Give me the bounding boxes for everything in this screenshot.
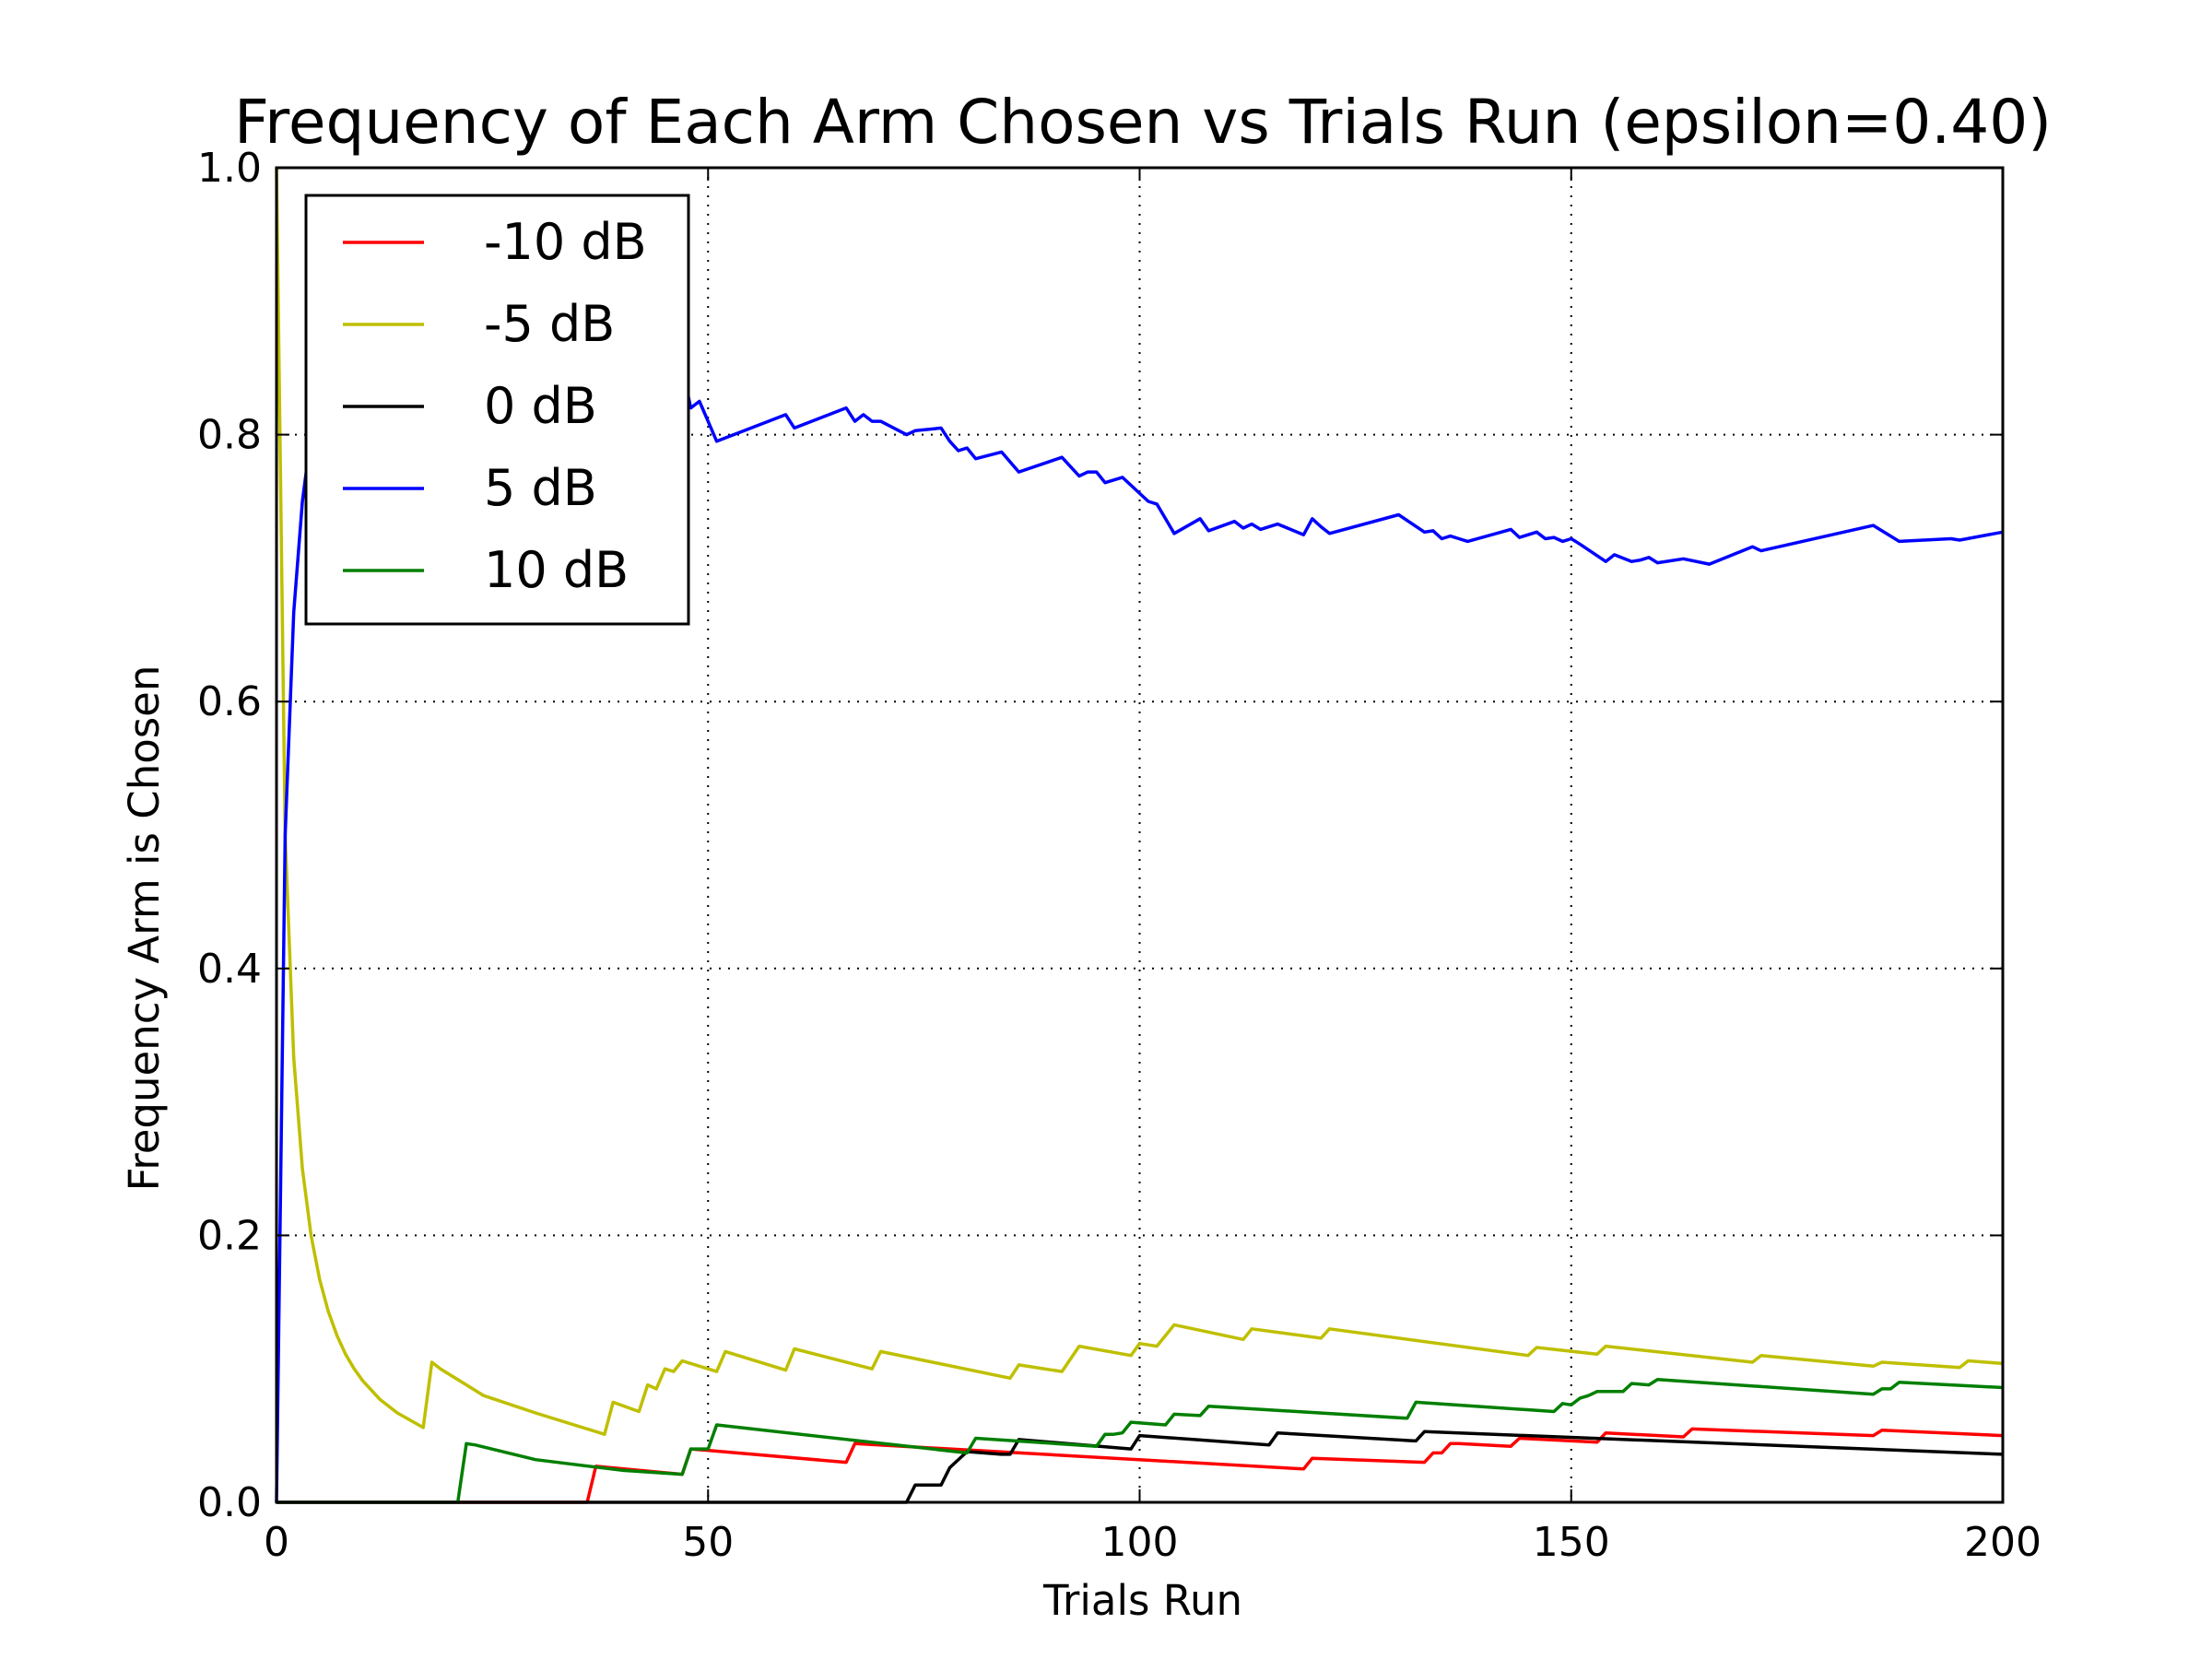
y-axis-label: Frequency Arm is Chosen (120, 665, 169, 1192)
legend-label-5-db: -5 dB (484, 295, 615, 353)
axis-ticks: 0 50 100 150 200 0.0 0.2 0.4 0.6 0.8 1.0 (197, 145, 2041, 1566)
legend-label-10-db: -10 dB (484, 213, 647, 271)
y-tick-label: 0.4 (197, 946, 262, 993)
chart-title: Frequency of Each Arm Chosen vs Trials R… (234, 87, 2052, 158)
x-tick-label: 100 (1101, 1519, 1179, 1566)
legend-label-0-db: 0 dB (484, 377, 597, 435)
y-tick-label: 1.0 (197, 145, 262, 192)
x-tick-label: 50 (682, 1519, 734, 1566)
x-tick-label: 150 (1533, 1519, 1610, 1566)
legend-label-5-db: 5 dB (484, 459, 597, 517)
x-axis-label: Trials Run (1042, 1576, 1242, 1625)
y-tick-label: 0.6 (197, 678, 262, 725)
x-tick-label: 200 (1964, 1519, 2041, 1566)
series-line-0-db (276, 1430, 2004, 1504)
y-tick-label: 0.2 (197, 1212, 262, 1259)
legend-box (304, 194, 690, 626)
series-line-10-db (276, 1378, 2004, 1504)
legend: -10 dB -5 dB 0 dB 5 dB 10 dB (304, 194, 690, 626)
grid (276, 168, 2003, 1502)
y-tick-label: 0.8 (197, 412, 262, 459)
series-line-5-db (275, 167, 2004, 1436)
y-tick-label: 0.0 (197, 1479, 262, 1526)
x-tick-label: 0 (264, 1519, 289, 1566)
legend-label-10-db: 10 dB (484, 541, 629, 599)
